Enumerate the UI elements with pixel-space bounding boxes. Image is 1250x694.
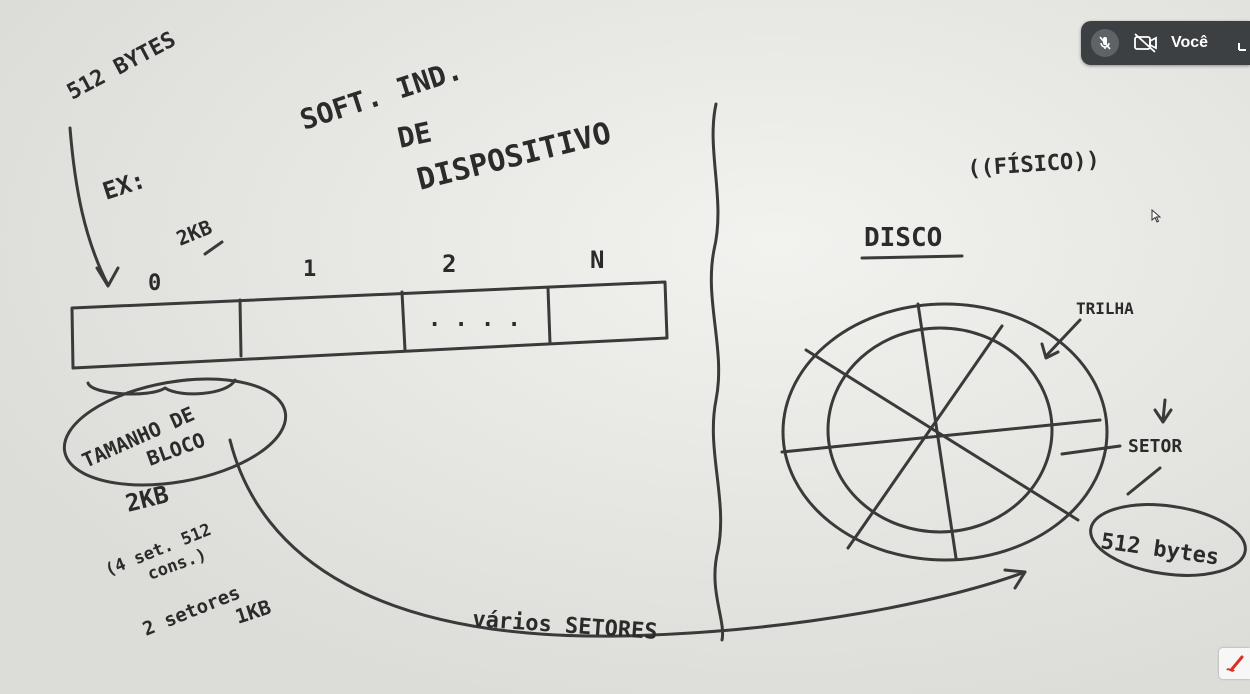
annotate-pen-icon [1225, 655, 1243, 672]
block-ellipsis: . . . . [428, 307, 521, 332]
annotate-pen-button[interactable] [1219, 648, 1250, 679]
label-disco: DISCO [864, 223, 942, 253]
block-index-0: 0 [148, 271, 161, 296]
participant-name: Você [1171, 34, 1209, 51]
block-index-1: 1 [303, 257, 316, 282]
label-setor: SETOR [1128, 436, 1182, 457]
mouse-cursor-icon [1151, 208, 1162, 228]
block-index-n: N [590, 246, 604, 274]
drawing-strokes [62, 102, 1247, 642]
mic-off-icon[interactable] [1091, 29, 1119, 57]
label-trilha: TRILHA [1076, 299, 1134, 318]
label-de: DE [395, 116, 435, 155]
block-index-2: 2 [442, 250, 456, 278]
more-icon[interactable] [1236, 33, 1250, 53]
camera-off-icon[interactable] [1133, 33, 1159, 53]
self-view-call-bar[interactable]: Você [1081, 21, 1250, 65]
